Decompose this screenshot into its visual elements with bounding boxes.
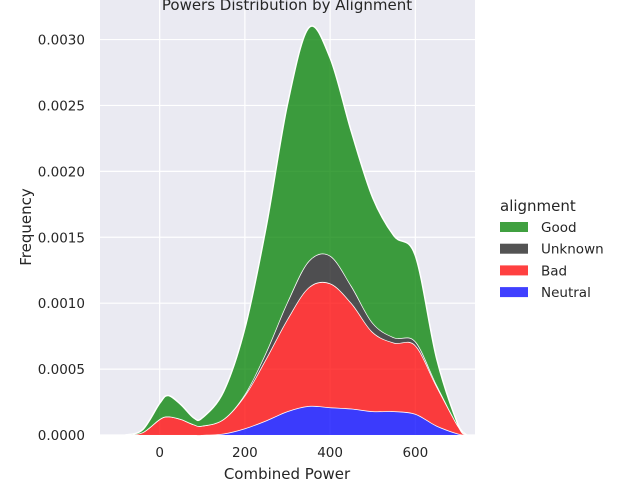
y-tick-label: 0.0030 — [38, 33, 85, 49]
stacked-areas — [125, 25, 468, 436]
legend-swatch-bad — [500, 265, 528, 276]
legend-title: alignment — [500, 197, 576, 215]
area-good — [125, 26, 467, 435]
legend-label-bad: Bad — [541, 263, 567, 279]
y-tick-label: 0.0005 — [38, 362, 85, 378]
legend-swatch-neutral — [500, 287, 528, 298]
legend-swatch-unknown — [500, 243, 528, 254]
x-tick-label: 200 — [232, 445, 258, 461]
x-tick-label: 400 — [317, 445, 343, 461]
y-tick-label: 0.0025 — [38, 98, 85, 114]
legend: alignment Good Unknown Bad Neutral — [500, 197, 604, 301]
area-neutral — [125, 405, 467, 436]
chart-title: Powers Distribution by Alignment — [162, 0, 412, 14]
area-unknown — [125, 253, 467, 435]
x-tick-label: 600 — [402, 445, 428, 461]
legend-label-unknown: Unknown — [541, 242, 604, 258]
y-tick-label: 0.0020 — [38, 164, 85, 180]
x-axis-label: Combined Power — [224, 465, 351, 483]
legend-label-good: Good — [541, 220, 577, 236]
y-tick-label: 0.0000 — [38, 428, 85, 444]
y-tick-label: 0.0010 — [38, 296, 85, 312]
legend-swatch-good — [500, 222, 528, 232]
area-bad — [125, 281, 467, 436]
area-edge-good — [125, 25, 468, 436]
x-tick-label: 0 — [155, 445, 164, 461]
x-tick-labels: 0 200 400 600 — [155, 445, 428, 461]
y-tick-label: 0.0015 — [38, 230, 85, 246]
legend-label-neutral: Neutral — [541, 285, 591, 301]
y-tick-labels: 0.0000 0.0005 0.0010 0.0015 0.0020 0.0025 0.00… — [38, 33, 85, 444]
y-axis-label: Frequency — [17, 188, 35, 266]
